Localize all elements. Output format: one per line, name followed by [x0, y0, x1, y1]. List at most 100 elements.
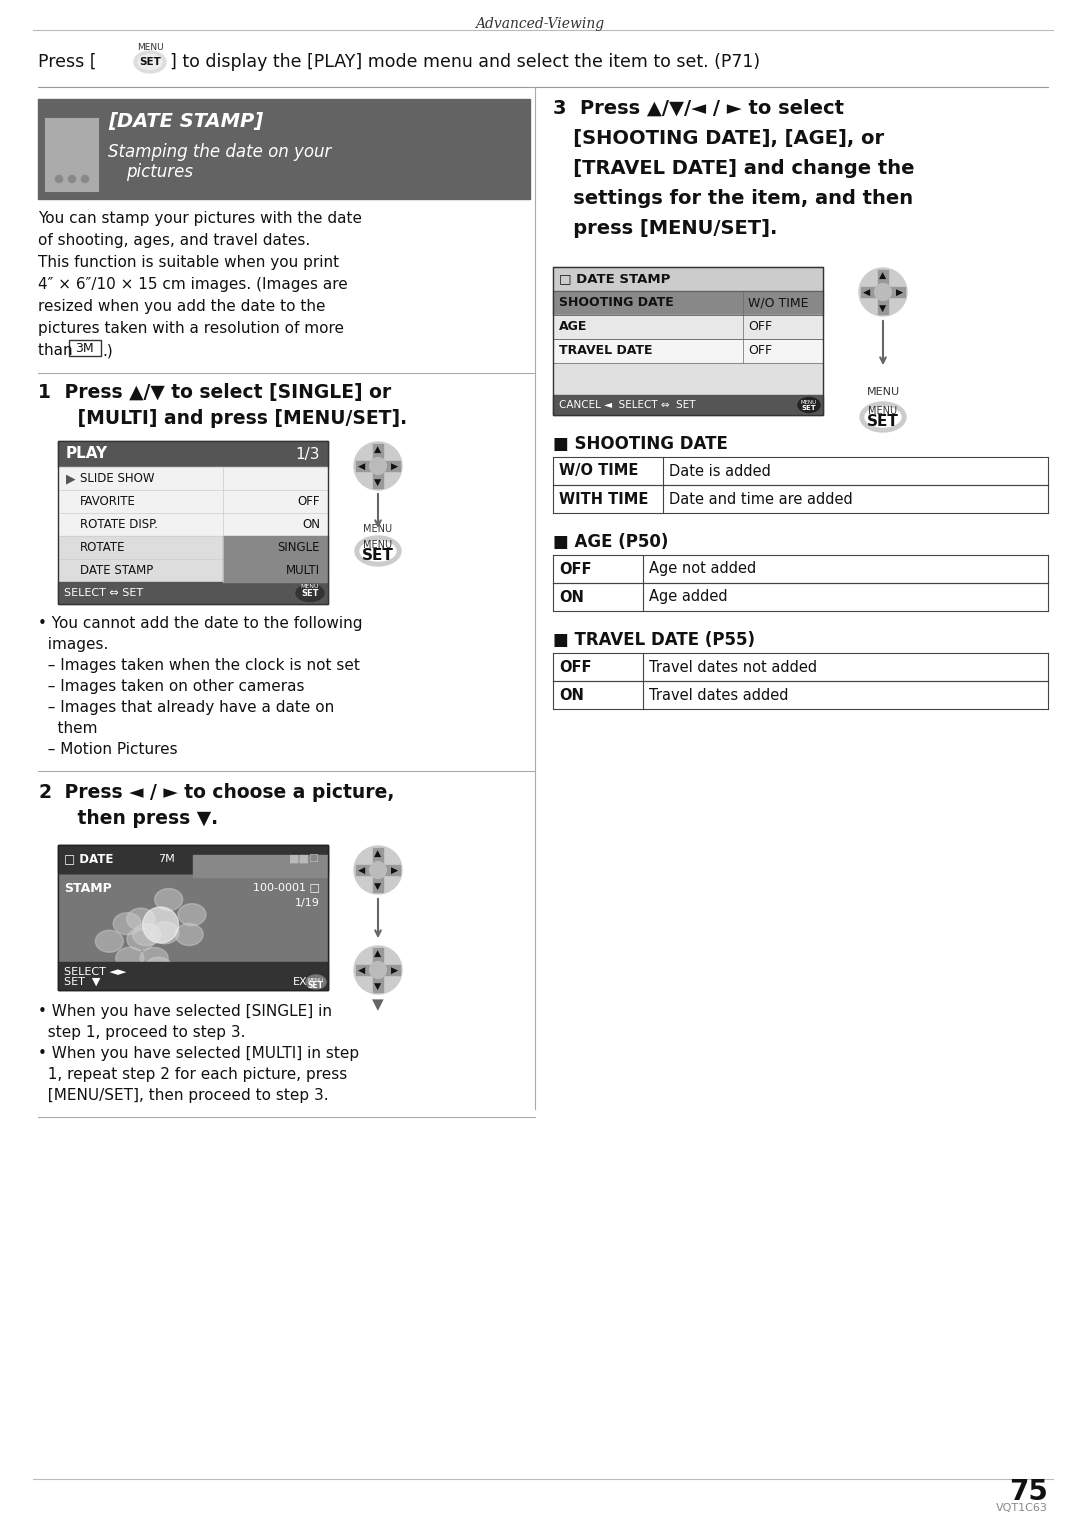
Circle shape — [859, 268, 907, 316]
Ellipse shape — [140, 948, 168, 969]
Text: images.: images. — [38, 637, 108, 652]
Ellipse shape — [860, 402, 906, 433]
Bar — [553, 364, 823, 394]
Text: This function is suitable when you print: This function is suitable when you print — [38, 255, 339, 270]
Bar — [553, 314, 823, 339]
Ellipse shape — [95, 930, 123, 953]
Text: MENU: MENU — [801, 399, 818, 405]
Text: ◀: ◀ — [357, 462, 365, 471]
Ellipse shape — [175, 923, 203, 945]
Text: ■■☐: ■■☐ — [289, 854, 320, 864]
Text: MENU: MENU — [300, 583, 320, 589]
Bar — [58, 874, 328, 962]
Text: Age added: Age added — [649, 589, 728, 604]
Text: – Images that already have a date on: – Images that already have a date on — [38, 700, 334, 715]
Bar — [553, 267, 823, 291]
Text: You can stamp your pictures with the date: You can stamp your pictures with the dat… — [38, 212, 362, 225]
Text: 100-0001 □: 100-0001 □ — [253, 882, 320, 891]
Text: ▼: ▼ — [375, 882, 381, 891]
Bar — [374, 948, 383, 992]
Text: MULTI: MULTI — [286, 565, 320, 577]
Text: of shooting, ages, and travel dates.: of shooting, ages, and travel dates. — [38, 233, 310, 249]
Text: MENU: MENU — [364, 525, 392, 534]
Text: SET: SET — [801, 405, 816, 411]
Circle shape — [369, 862, 387, 879]
Text: .): .) — [103, 344, 113, 357]
Text: DATE STAMP: DATE STAMP — [80, 565, 153, 577]
Circle shape — [354, 946, 402, 994]
Text: TRAVEL DATE: TRAVEL DATE — [559, 345, 652, 357]
Bar — [553, 457, 1048, 485]
Text: □ DATE STAMP: □ DATE STAMP — [559, 273, 671, 285]
Bar — [58, 440, 328, 466]
Text: ■ SHOOTING DATE: ■ SHOOTING DATE — [553, 436, 728, 453]
Text: [DATE STAMP]: [DATE STAMP] — [108, 112, 264, 130]
Bar — [356, 965, 400, 976]
Text: 1/19: 1/19 — [295, 897, 320, 908]
Bar — [58, 512, 328, 535]
Text: step 1, proceed to step 3.: step 1, proceed to step 3. — [38, 1025, 245, 1040]
Text: ▶: ▶ — [391, 865, 399, 874]
Bar — [553, 394, 823, 416]
Text: WITH TIME: WITH TIME — [559, 491, 648, 506]
Text: • When you have selected [MULTI] in step: • When you have selected [MULTI] in step — [38, 1046, 360, 1062]
Ellipse shape — [133, 923, 161, 945]
Bar — [553, 291, 823, 314]
Text: ] to display the [PLAY] mode menu and select the item to set. (P71): ] to display the [PLAY] mode menu and se… — [170, 54, 760, 71]
Text: resized when you add the date to the: resized when you add the date to the — [38, 299, 325, 314]
Bar — [222, 535, 328, 558]
Text: SET: SET — [867, 414, 899, 428]
Text: • You cannot add the date to the following: • You cannot add the date to the followi… — [38, 617, 363, 630]
Text: VQT1C63: VQT1C63 — [996, 1503, 1048, 1513]
Bar — [58, 581, 328, 604]
Circle shape — [143, 907, 178, 943]
Text: ▲: ▲ — [375, 445, 381, 454]
Ellipse shape — [127, 928, 154, 951]
Bar — [374, 848, 383, 893]
Text: ON: ON — [302, 518, 320, 531]
Text: settings for the item, and then: settings for the item, and then — [553, 189, 913, 209]
Text: Date is added: Date is added — [669, 463, 771, 479]
Circle shape — [354, 845, 402, 894]
Text: ▶: ▶ — [391, 965, 399, 974]
Text: ▼: ▼ — [879, 304, 887, 313]
Circle shape — [68, 175, 76, 183]
Text: SLIDE SHOW: SLIDE SHOW — [80, 472, 154, 485]
Ellipse shape — [151, 922, 179, 943]
Text: ON: ON — [559, 589, 584, 604]
Text: MENU: MENU — [364, 540, 392, 549]
Ellipse shape — [145, 957, 173, 979]
Bar — [193, 854, 328, 877]
Text: □ DATE: □ DATE — [64, 853, 113, 865]
Text: Age not added: Age not added — [649, 561, 756, 577]
Bar — [58, 535, 328, 558]
Text: – Motion Pictures: – Motion Pictures — [38, 742, 177, 756]
Text: SINGLE: SINGLE — [278, 542, 320, 554]
Ellipse shape — [355, 535, 401, 566]
Text: ▼: ▼ — [375, 982, 381, 991]
Text: MENU: MENU — [308, 977, 324, 982]
Text: SET  ▼: SET ▼ — [64, 977, 100, 986]
Text: ▼: ▼ — [373, 997, 383, 1012]
Bar — [356, 865, 400, 874]
Text: OFF: OFF — [748, 321, 772, 333]
Bar — [58, 962, 328, 989]
Bar — [58, 466, 328, 489]
Bar — [374, 443, 383, 488]
Text: W/O TIME: W/O TIME — [748, 296, 809, 310]
Text: EXIT: EXIT — [293, 977, 318, 986]
Text: SET: SET — [301, 589, 319, 598]
Text: • When you have selected [SINGLE] in: • When you have selected [SINGLE] in — [38, 1003, 332, 1019]
Text: ON: ON — [559, 687, 584, 703]
Text: them: them — [38, 721, 97, 736]
Text: – Images taken when the clock is not set: – Images taken when the clock is not set — [38, 658, 360, 673]
Ellipse shape — [178, 904, 206, 925]
Text: W/O TIME: W/O TIME — [559, 463, 638, 479]
Bar — [553, 555, 1048, 583]
Text: SET: SET — [362, 548, 394, 563]
Text: SELECT ◄►: SELECT ◄► — [64, 966, 126, 977]
Text: ◀: ◀ — [357, 965, 365, 974]
Text: SET: SET — [139, 57, 161, 67]
Ellipse shape — [116, 948, 144, 969]
Text: PLAY: PLAY — [66, 446, 108, 462]
